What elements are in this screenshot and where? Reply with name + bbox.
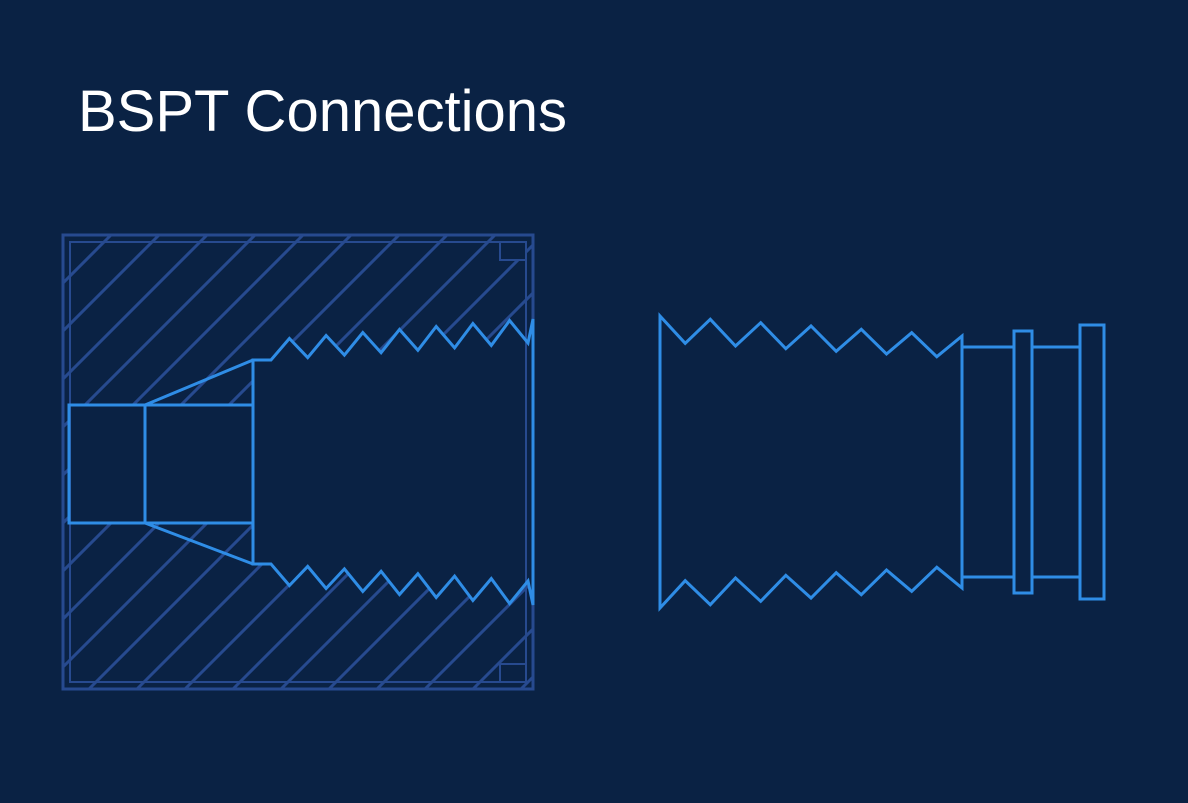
- blueprint-svg: [0, 0, 1188, 803]
- diagram-canvas: BSPT Connections: [0, 0, 1188, 803]
